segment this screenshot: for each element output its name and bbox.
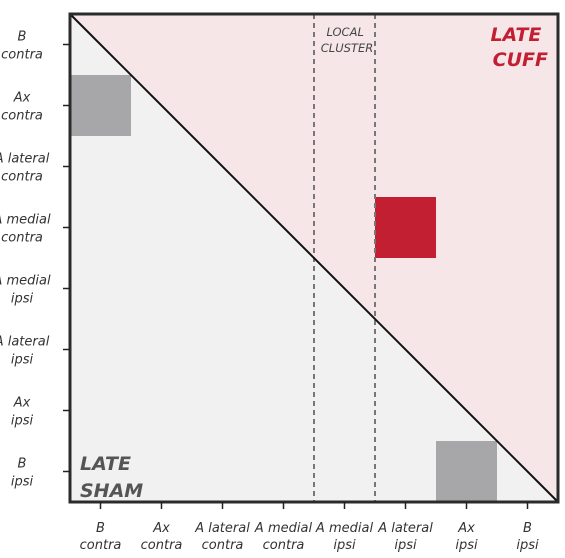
late-sham-cell-2 bbox=[70, 75, 131, 136]
y-label-a-medial-contra: A medial contra bbox=[0, 213, 51, 246]
y-axis-ticks bbox=[63, 43, 70, 473]
y-label-ax-ipsi: Ax ipsi bbox=[11, 396, 34, 429]
y-label-a-medial-ipsi: A medial ipsi bbox=[0, 274, 51, 307]
x-label-ax-contra: Ax contra bbox=[141, 521, 183, 553]
late-cuff-line-1: LATE bbox=[490, 24, 541, 46]
x-label-line: ipsi bbox=[333, 538, 356, 553]
y-label-line: ipsi bbox=[11, 292, 34, 307]
late-sham-heading: LATE SHAM bbox=[80, 453, 143, 502]
y-label-line: B bbox=[18, 457, 27, 472]
highlighted-cells bbox=[70, 75, 497, 502]
x-label-line: Ax bbox=[457, 521, 475, 536]
y-label-ax-contra: Ax contra bbox=[1, 91, 43, 124]
x-label-line: contra bbox=[263, 538, 305, 553]
y-label-line: A medial bbox=[0, 274, 51, 289]
y-label-line: ipsi bbox=[11, 414, 34, 429]
x-label-line: contra bbox=[80, 538, 122, 553]
x-label-line: ipsi bbox=[394, 538, 417, 553]
y-label-line: ipsi bbox=[11, 353, 34, 368]
y-label-line: A lateral bbox=[0, 335, 50, 350]
y-label-line: contra bbox=[1, 48, 43, 63]
y-label-line: contra bbox=[1, 109, 43, 124]
x-label-line: A medial bbox=[254, 521, 313, 536]
x-label-line: B bbox=[96, 521, 105, 536]
late-cuff-line-2: CUFF bbox=[493, 49, 548, 71]
y-label-a-lateral-contra: A lateral contra bbox=[0, 152, 50, 185]
x-label-line: contra bbox=[202, 538, 244, 553]
x-label-line: ipsi bbox=[516, 538, 539, 553]
late-sham-line-1: LATE bbox=[80, 453, 131, 475]
x-axis-ticks bbox=[99, 502, 529, 509]
x-label-a-lateral-ipsi: A lateral ipsi bbox=[377, 521, 433, 553]
x-label-a-medial-ipsi: A medial ipsi bbox=[315, 521, 374, 553]
y-label-line: ipsi bbox=[11, 475, 34, 490]
y-label-line: Ax bbox=[13, 396, 31, 411]
x-label-line: contra bbox=[141, 538, 183, 553]
x-label-line: Ax bbox=[152, 521, 170, 536]
x-label-line: B bbox=[523, 521, 532, 536]
local-cluster-label: LOCAL CLUSTER bbox=[321, 25, 373, 55]
y-label-a-lateral-ipsi: A lateral ipsi bbox=[0, 335, 50, 368]
y-label-line: Ax bbox=[13, 91, 31, 106]
x-label-line: A lateral bbox=[194, 521, 250, 536]
late-sham-line-2: SHAM bbox=[80, 480, 143, 502]
x-label-line: ipsi bbox=[455, 538, 478, 553]
y-label-line: B bbox=[18, 30, 27, 45]
y-label-line: A lateral bbox=[0, 152, 50, 167]
local-cluster-line-2: CLUSTER bbox=[321, 41, 373, 55]
x-label-line: A medial bbox=[315, 521, 374, 536]
y-label-line: A medial bbox=[0, 213, 51, 228]
late-cuff-cell-1 bbox=[375, 197, 436, 258]
x-label-ax-ipsi: Ax ipsi bbox=[455, 521, 478, 553]
x-label-a-medial-contra: A medial contra bbox=[254, 521, 313, 553]
diagonal-line bbox=[69, 13, 559, 503]
y-label-line: contra bbox=[1, 170, 43, 185]
local-cluster-line-1: LOCAL bbox=[326, 25, 363, 39]
x-label-line: A lateral bbox=[377, 521, 433, 536]
y-label-line: contra bbox=[1, 231, 43, 246]
late-sham-cell-3 bbox=[436, 441, 497, 502]
late-cuff-heading: LATE CUFF bbox=[490, 24, 548, 71]
matrix-frame bbox=[68, 12, 560, 504]
x-label-a-lateral-contra: A lateral contra bbox=[194, 521, 250, 553]
